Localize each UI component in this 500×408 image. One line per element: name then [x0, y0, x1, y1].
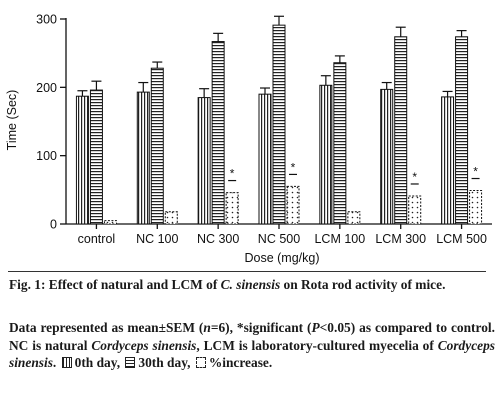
y-tick-label: 300 [36, 13, 57, 27]
figure-caption-body: Data represented as mean±SEM (n=6), *sig… [9, 319, 495, 372]
caption-title-suffix: on Rota rod activity of mice. [280, 277, 446, 292]
figure-caption-title: Fig. 1: Effect of natural and LCM of C. … [9, 276, 495, 294]
caption-body-p: P [311, 320, 320, 335]
caption-title-species: C. sinensis [220, 277, 281, 292]
bar-chart: 0 100 200 300 control NC 100 NC 300 NC 500 LCM … [5, 13, 492, 265]
x-tick-label: LCM 500 [436, 232, 487, 246]
bar-30th-day [272, 24, 286, 225]
legend-swatch-30th-day [125, 357, 136, 369]
significance-star: * [412, 170, 417, 184]
x-tick-label: NC 500 [258, 232, 300, 246]
caption-body-species: Cordyceps sinensis [9, 337, 495, 371]
legend-label-30th-day: 30th day, [138, 355, 191, 371]
bar-30th-day [150, 67, 164, 225]
bar-increase [408, 195, 422, 225]
bar-0th-day [258, 93, 272, 225]
bar-series: * * * * [75, 15, 483, 225]
legend-swatch-0th-day [61, 357, 72, 369]
y-tick-label: 200 [36, 81, 57, 95]
legend-swatch-increase [195, 357, 206, 369]
significance-star: * [230, 167, 235, 181]
bar-0th-day [136, 91, 150, 225]
x-tick-label: NC 300 [197, 232, 239, 246]
legend-label-increase: %increase. [208, 355, 273, 371]
y-tick-label: 0 [50, 218, 57, 232]
caption-title-prefix: Fig. 1: Effect of natural and LCM of [9, 277, 221, 292]
legend-label-0th-day: 0th day, [74, 355, 121, 371]
x-tick-label: control [78, 232, 116, 246]
x-axis: control NC 100 NC 300 NC 500 LCM 100 LCM 300 L… [66, 223, 492, 246]
caption-body-text: . [52, 355, 57, 371]
bar-30th-day [455, 36, 469, 225]
significance-star: * [291, 160, 296, 174]
caption-body-text: , LCM is laboratory-cultured myecelia of [196, 337, 438, 353]
y-axis: 0 100 200 300 [36, 13, 67, 232]
bar-increase [103, 220, 117, 225]
bar-increase [469, 190, 483, 225]
bar-30th-day [333, 62, 347, 225]
bar-increase [164, 211, 178, 225]
caption-divider [8, 271, 486, 272]
bar-0th-day [441, 96, 455, 225]
y-axis-title: Time (Sec) [5, 90, 19, 151]
x-tick-label: LCM 300 [375, 232, 426, 246]
caption-body-n: n [203, 320, 211, 335]
bar-30th-day [211, 41, 225, 225]
x-axis-title: Dose (mg/kg) [244, 251, 319, 265]
bar-increase [347, 211, 361, 225]
bar-0th-day [197, 97, 211, 225]
bar-0th-day [75, 95, 89, 225]
bar-0th-day [319, 84, 333, 225]
bar-30th-day [89, 89, 103, 225]
bar-increase [225, 192, 239, 225]
bar-0th-day [380, 88, 394, 225]
caption-body-species: Cordyceps sinensis [91, 337, 197, 353]
bar-increase [286, 185, 300, 225]
caption-body-text: <0.05) as compared to control. NC is nat… [9, 320, 495, 353]
y-tick-label: 100 [36, 149, 57, 163]
caption-body-text: =6), *significant ( [210, 320, 312, 335]
caption-body-text: Data represented as mean±SEM ( [9, 320, 204, 335]
x-tick-label: NC 100 [136, 232, 178, 246]
significance-star: * [473, 165, 478, 179]
bar-30th-day [394, 36, 408, 225]
x-tick-label: LCM 100 [314, 232, 365, 246]
